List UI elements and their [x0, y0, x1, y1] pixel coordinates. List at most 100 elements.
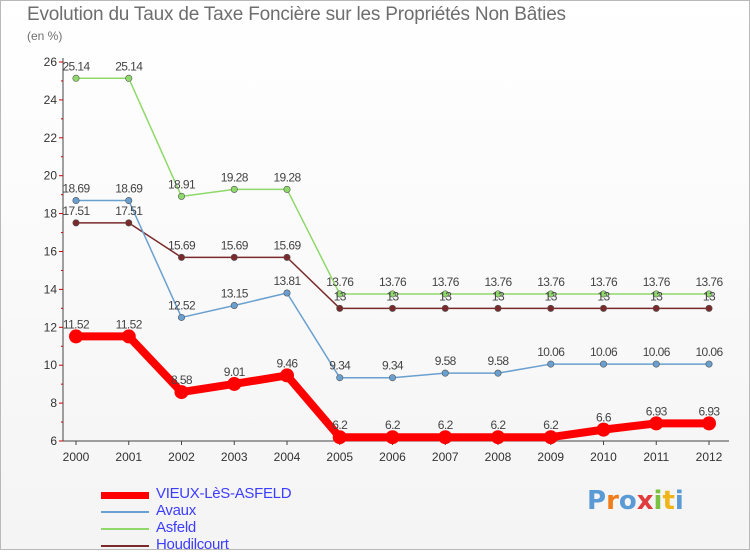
- data-label: 19.28: [221, 170, 249, 184]
- data-label: 9.01: [224, 365, 246, 379]
- data-label: 13: [650, 289, 663, 303]
- data-label: 6.2: [491, 418, 507, 432]
- legend-swatch: [101, 511, 149, 513]
- data-label: 13: [386, 289, 399, 303]
- y-tick-label: 8: [50, 396, 57, 410]
- data-label: 9.34: [382, 359, 404, 373]
- data-point: [547, 290, 555, 298]
- data-label: 17.51: [115, 204, 143, 218]
- x-tick-label: 2008: [485, 450, 512, 464]
- data-point: [332, 430, 347, 445]
- data-label: 9.46: [277, 356, 299, 370]
- y-tick-label: 16: [44, 245, 58, 259]
- x-tick-label: 2002: [168, 450, 195, 464]
- x-tick-label: 2011: [643, 450, 669, 464]
- data-point: [649, 416, 664, 431]
- data-point: [283, 289, 291, 297]
- logo-letter: o: [618, 486, 637, 516]
- data-label: 9.58: [435, 354, 457, 368]
- legend-swatch: [101, 545, 149, 547]
- data-label: 6.93: [699, 404, 721, 418]
- data-point: [283, 253, 291, 261]
- y-tick-label: 20: [44, 169, 58, 183]
- data-point: [69, 329, 83, 344]
- data-point: [230, 185, 238, 193]
- data-point: [547, 360, 555, 368]
- data-label: 17.51: [62, 204, 90, 218]
- legend-item: Houdilcourt: [101, 536, 361, 554]
- data-point: [543, 430, 558, 445]
- data-point: [336, 290, 344, 298]
- data-label: 10.06: [590, 345, 618, 359]
- data-label: 13.76: [643, 275, 671, 289]
- data-point: [125, 197, 133, 205]
- data-label: 15.69: [168, 238, 196, 252]
- data-label: 6.2: [438, 418, 454, 432]
- data-point: [599, 290, 607, 298]
- data-label: 13.76: [484, 275, 512, 289]
- y-tick-label: 6: [50, 434, 57, 448]
- data-label: 25.14: [62, 59, 90, 73]
- data-point: [705, 290, 713, 298]
- data-label: 8.58: [171, 373, 193, 387]
- data-point: [125, 74, 133, 82]
- data-point: [491, 430, 505, 445]
- legend-swatch: [101, 528, 149, 530]
- legend-item: Avaux: [101, 502, 361, 520]
- data-label: 18.91: [168, 177, 196, 191]
- logo-letter: x: [636, 486, 654, 516]
- data-point: [230, 302, 238, 310]
- y-tick-label: 12: [44, 320, 58, 334]
- x-tick-label: 2004: [274, 450, 301, 464]
- data-point: [652, 304, 660, 312]
- data-label: 12.52: [168, 298, 196, 312]
- x-tick-label: 2010: [590, 450, 617, 464]
- data-point: [599, 360, 607, 368]
- y-tick-label: 24: [44, 93, 58, 107]
- data-label: 13: [703, 289, 716, 303]
- data-point: [178, 192, 186, 200]
- logo-letter: t: [662, 486, 675, 516]
- data-point: [441, 290, 449, 298]
- data-label: 13.76: [695, 275, 723, 289]
- data-point: [280, 368, 294, 383]
- series-1: [72, 197, 713, 382]
- y-tick-label: 10: [44, 358, 58, 372]
- data-label: 13: [492, 289, 505, 303]
- proxiti-logo: Proxiti: [587, 486, 684, 516]
- data-point: [72, 219, 80, 227]
- y-tick-label: 14: [44, 282, 58, 296]
- data-label: 6.2: [385, 418, 401, 432]
- legend-label: Asfeld: [156, 519, 196, 536]
- data-label: 19.28: [273, 170, 301, 184]
- data-label: 13.15: [221, 287, 249, 301]
- series-3: [72, 219, 713, 312]
- data-label: 10.06: [643, 345, 671, 359]
- y-tick-label: 26: [44, 55, 58, 69]
- data-label: 13: [334, 289, 347, 303]
- data-point: [547, 304, 555, 312]
- x-tick-label: 2009: [537, 450, 564, 464]
- x-tick-label: 2001: [115, 450, 142, 464]
- data-point: [441, 369, 449, 377]
- data-point: [336, 304, 344, 312]
- data-point: [494, 290, 502, 298]
- legend-label: VIEUX-LèS-ASFELD: [156, 485, 292, 502]
- x-tick-label: 2006: [379, 450, 406, 464]
- data-point: [121, 329, 136, 344]
- data-point: [72, 74, 80, 82]
- data-point: [388, 290, 396, 298]
- data-label: 13.76: [537, 275, 565, 289]
- data-point: [441, 304, 449, 312]
- data-point: [178, 253, 186, 261]
- legend-swatch: [101, 491, 149, 499]
- data-point: [596, 422, 611, 437]
- x-tick-label: 2005: [326, 450, 353, 464]
- legend-label: Avaux: [156, 502, 196, 519]
- x-tick-label: 2000: [63, 450, 90, 464]
- data-label: 13: [439, 289, 452, 303]
- data-label: 10.06: [695, 345, 723, 359]
- data-label: 6.2: [543, 418, 559, 432]
- data-point: [388, 304, 396, 312]
